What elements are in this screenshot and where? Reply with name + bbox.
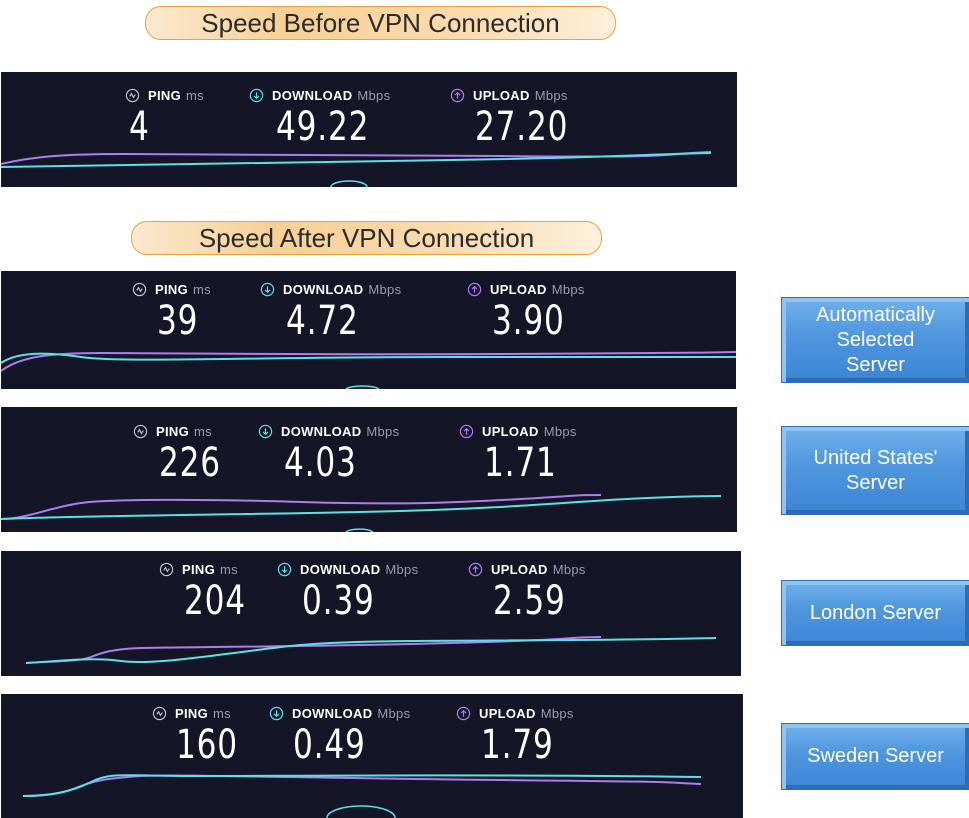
ping-unit: ms bbox=[219, 562, 238, 577]
speedtest-panel-london: PING ms 204 DOWNLOAD Mbps 0.39 UPLOAD Mbps … bbox=[1, 551, 741, 676]
ping-value: 226 bbox=[159, 440, 221, 486]
title-after: Speed After VPN Connection bbox=[131, 221, 602, 255]
ping-unit: ms bbox=[185, 88, 204, 103]
ping-label: PING bbox=[156, 424, 189, 439]
speed-graph bbox=[1, 494, 722, 532]
server-button-label: Automatically Selected Server bbox=[816, 303, 935, 376]
speed-graph bbox=[1, 351, 736, 389]
speedtest-panel-sweden: PING ms 160 DOWNLOAD Mbps 0.49 UPLOAD Mbps … bbox=[1, 694, 743, 818]
upload-label: UPLOAD bbox=[473, 88, 530, 103]
speedtest-panel-auto: PING ms 39 DOWNLOAD Mbps 4.72 UPLOAD Mbps 3… bbox=[1, 271, 736, 389]
upload-value: 1.71 bbox=[484, 440, 557, 486]
download-unit: Mbps bbox=[357, 88, 391, 103]
speedtest-panel-us: PING ms 226 DOWNLOAD Mbps 4.03 UPLOAD Mbps … bbox=[1, 407, 737, 532]
download-label: DOWNLOAD bbox=[281, 424, 362, 439]
download-value: 0.49 bbox=[293, 722, 366, 768]
upload-label: UPLOAD bbox=[479, 706, 536, 721]
ping-label: PING bbox=[155, 282, 188, 297]
download-value: 4.72 bbox=[286, 298, 359, 344]
server-button-us[interactable]: United States' Server bbox=[781, 426, 969, 515]
ping-icon bbox=[125, 88, 140, 103]
download-arrow-icon bbox=[269, 706, 284, 721]
upload-value: 2.59 bbox=[493, 578, 566, 624]
upload-unit: Mbps bbox=[543, 424, 577, 439]
upload-value: 3.90 bbox=[492, 298, 565, 344]
server-button-label: United States' Server bbox=[813, 446, 938, 494]
ping-value: 160 bbox=[176, 722, 238, 768]
ping-unit: ms bbox=[212, 706, 231, 721]
download-value: 0.39 bbox=[302, 578, 375, 624]
ping-icon bbox=[159, 562, 174, 577]
upload-value: 1.79 bbox=[481, 722, 554, 768]
download-arrow-icon bbox=[258, 424, 273, 439]
upload-arrow-icon bbox=[467, 282, 482, 297]
upload-unit: Mbps bbox=[552, 562, 586, 577]
upload-arrow-icon bbox=[456, 706, 471, 721]
speedtest-panel-before: PING ms 4 DOWNLOAD Mbps 49.22 UPLOAD Mbps 2… bbox=[1, 72, 737, 187]
ping-icon bbox=[152, 706, 167, 721]
upload-label: UPLOAD bbox=[490, 282, 547, 297]
download-unit: Mbps bbox=[368, 282, 402, 297]
download-label: DOWNLOAD bbox=[272, 88, 353, 103]
ping-unit: ms bbox=[192, 282, 211, 297]
speed-graph bbox=[25, 636, 717, 664]
ping-label: PING bbox=[182, 562, 215, 577]
ping-value: 39 bbox=[157, 298, 199, 344]
download-arrow-icon bbox=[277, 562, 292, 577]
download-arrow-icon bbox=[260, 282, 275, 297]
upload-arrow-icon bbox=[459, 424, 474, 439]
server-button-london[interactable]: London Server bbox=[781, 580, 969, 646]
upload-arrow-icon bbox=[468, 562, 483, 577]
ping-icon bbox=[133, 424, 148, 439]
download-value: 49.22 bbox=[276, 104, 370, 150]
upload-unit: Mbps bbox=[540, 706, 574, 721]
download-unit: Mbps bbox=[385, 562, 419, 577]
upload-label: UPLOAD bbox=[482, 424, 539, 439]
ping-label: PING bbox=[148, 88, 181, 103]
download-unit: Mbps bbox=[377, 706, 411, 721]
download-arrow-icon bbox=[249, 88, 264, 103]
download-value: 4.03 bbox=[284, 440, 357, 486]
download-label: DOWNLOAD bbox=[300, 562, 381, 577]
server-button-label: Sweden Server bbox=[807, 745, 944, 767]
upload-arrow-icon bbox=[450, 88, 465, 103]
upload-unit: Mbps bbox=[551, 282, 585, 297]
download-label: DOWNLOAD bbox=[283, 282, 364, 297]
upload-unit: Mbps bbox=[534, 88, 568, 103]
ping-unit: ms bbox=[193, 424, 212, 439]
download-unit: Mbps bbox=[366, 424, 400, 439]
server-button-label: London Server bbox=[809, 601, 942, 624]
ping-label: PING bbox=[175, 706, 208, 721]
upload-value: 27.20 bbox=[475, 104, 569, 150]
server-button-sweden[interactable]: Sweden Server bbox=[781, 723, 969, 790]
speed-graph bbox=[22, 774, 702, 818]
ping-icon bbox=[132, 282, 147, 297]
ping-value: 204 bbox=[184, 578, 246, 624]
ping-value: 4 bbox=[129, 104, 150, 150]
upload-label: UPLOAD bbox=[491, 562, 548, 577]
title-before: Speed Before VPN Connection bbox=[145, 6, 616, 40]
server-button-automatic[interactable]: Automatically Selected Server bbox=[781, 297, 969, 383]
speed-graph bbox=[1, 151, 712, 187]
download-label: DOWNLOAD bbox=[292, 706, 373, 721]
